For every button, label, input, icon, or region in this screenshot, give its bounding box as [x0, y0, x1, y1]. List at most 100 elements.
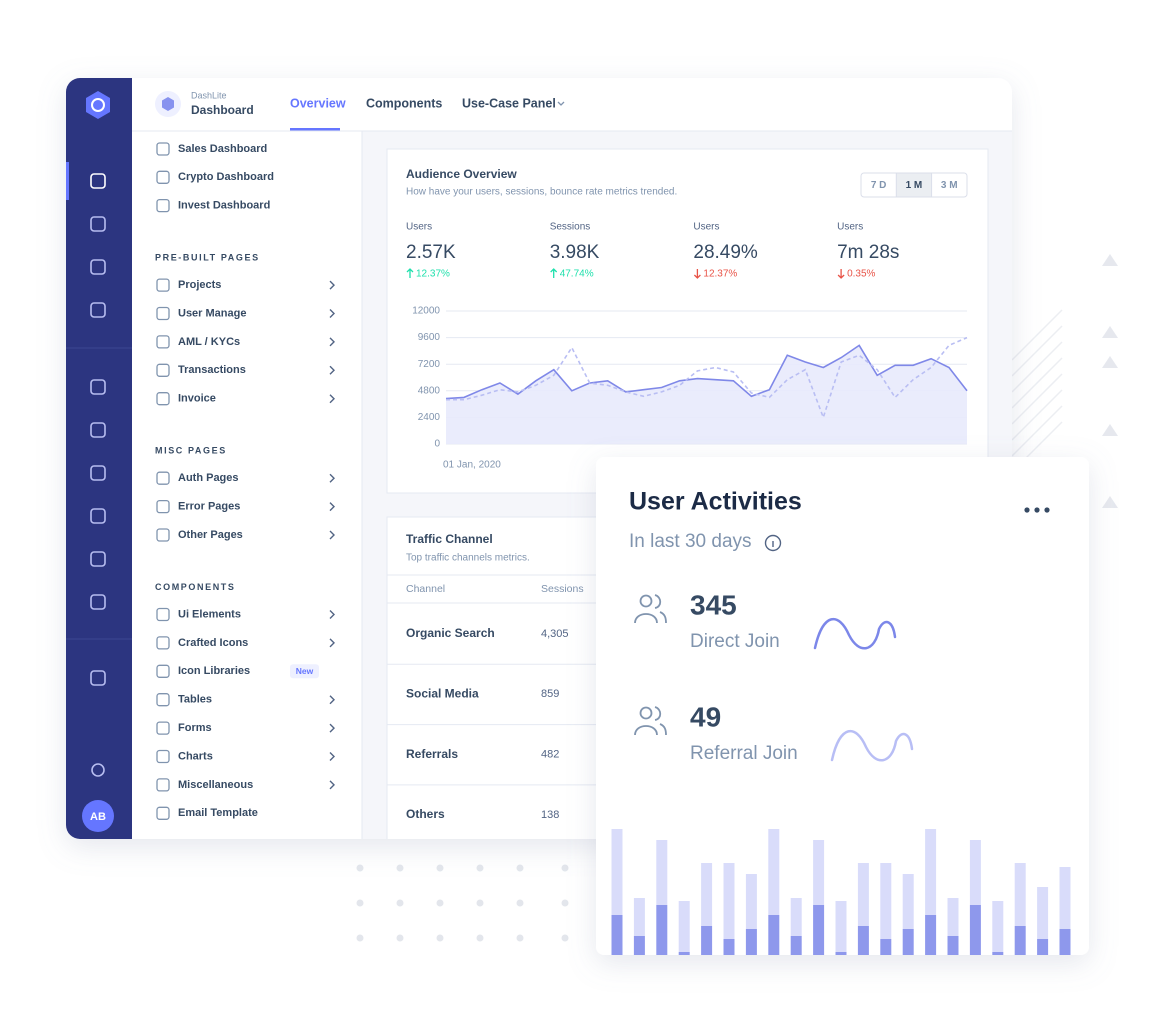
bar-segment — [723, 863, 735, 939]
nav-icon[interactable] — [90, 422, 106, 438]
bar-segment — [1037, 887, 1049, 939]
bar-segment — [1037, 939, 1049, 955]
bar-segment — [835, 952, 847, 955]
menu-item[interactable]: User Manage — [178, 307, 246, 319]
more-dot[interactable] — [1034, 507, 1040, 513]
nav-icon[interactable] — [90, 508, 106, 524]
dot — [436, 934, 444, 942]
menu-item[interactable]: Crafted Icons — [178, 637, 248, 649]
nav-icon[interactable] — [90, 259, 106, 275]
more-dot[interactable] — [1044, 507, 1050, 513]
menu-item[interactable]: Other Pages — [178, 529, 243, 541]
nav-icon[interactable] — [90, 173, 106, 189]
nav-icon[interactable] — [90, 551, 106, 567]
info-icon — [764, 534, 782, 552]
brand-title: Dashboard — [191, 103, 254, 117]
ua-subtitle: In last 30 days — [629, 531, 752, 552]
menu-icon — [156, 528, 170, 542]
logo-inner — [91, 98, 105, 112]
menu-chevron — [329, 394, 335, 404]
menu-icon — [156, 306, 170, 321]
dot — [476, 864, 484, 872]
menu-item[interactable]: Auth Pages — [178, 472, 239, 484]
menu-icon — [156, 499, 170, 514]
bar-segment — [745, 929, 757, 955]
menu-item[interactable]: Icon Libraries — [178, 665, 250, 677]
active-indicator — [66, 162, 69, 200]
menu-chevron — [329, 695, 335, 705]
menu-item[interactable]: Miscellaneous — [178, 779, 253, 791]
table-header: Channel — [406, 583, 445, 595]
bar-segment — [633, 936, 645, 955]
y-tick-label: 12000 — [412, 306, 440, 317]
menu-chevron — [329, 365, 335, 375]
menu-chevron — [329, 723, 335, 733]
range-button[interactable]: 1 M — [906, 180, 923, 191]
nav-icon[interactable] — [90, 465, 106, 481]
menu-icon — [156, 471, 170, 485]
settings-icon[interactable] — [91, 763, 105, 777]
nav-icon[interactable] — [90, 594, 106, 610]
menu-item[interactable]: Charts — [178, 750, 213, 762]
range-active — [895, 172, 933, 198]
bar-segment — [633, 898, 645, 936]
menu-item[interactable]: Sales Dashboard — [178, 143, 267, 155]
menu-item[interactable]: Projects — [178, 279, 221, 291]
nav-tab[interactable]: Use-Case Panel — [462, 96, 556, 110]
menu-chevron — [329, 473, 335, 483]
logo — [86, 91, 110, 119]
menu-icon — [156, 607, 170, 622]
menu-icon — [156, 278, 170, 292]
triangle — [1102, 496, 1118, 508]
nav-icon[interactable] — [90, 216, 106, 232]
nav-icon[interactable] — [90, 302, 106, 318]
bar-segment — [1059, 867, 1071, 929]
dot — [436, 899, 444, 907]
x-tick-label: 01 Jan, 2020 — [443, 460, 501, 471]
menu-item[interactable]: Email Template — [178, 807, 258, 819]
menu-item[interactable]: Tables — [178, 694, 212, 706]
range-button[interactable]: 7 D — [871, 180, 887, 191]
sparkline — [830, 729, 914, 762]
stripe — [1011, 325, 1063, 377]
decoration — [356, 254, 1118, 942]
menu-item[interactable]: Error Pages — [178, 501, 240, 513]
users-icon-body — [634, 594, 667, 624]
menu-icon — [156, 170, 170, 184]
menu-item[interactable]: Forms — [178, 722, 212, 734]
nav-icon[interactable] — [90, 379, 106, 395]
menu-chevron — [329, 638, 335, 648]
sparkline — [813, 617, 897, 650]
bar-chart — [611, 829, 1071, 955]
dot — [396, 934, 404, 942]
menu-chevron — [329, 610, 335, 619]
menu-item[interactable]: Invest Dashboard — [178, 200, 270, 212]
menu-item[interactable]: Ui Elements — [178, 608, 241, 620]
users-icon-body — [634, 706, 667, 736]
range-button[interactable]: 3 M — [941, 180, 958, 191]
menu-item[interactable]: AML / KYCs — [178, 336, 240, 348]
bar-segment — [723, 939, 735, 955]
nav-icon[interactable] — [90, 670, 106, 686]
menu-icon — [156, 392, 170, 406]
ua-value: 345 — [690, 589, 737, 620]
nav-tab[interactable]: Components — [366, 96, 442, 110]
channel-sessions: 859 — [541, 688, 559, 700]
nav-tab[interactable]: Overview — [290, 96, 346, 110]
tab-underline — [290, 128, 340, 131]
more-dot[interactable] — [1024, 507, 1030, 513]
stripe — [1011, 341, 1063, 393]
channel-sessions: 482 — [541, 749, 559, 761]
stat-label: Sessions — [550, 222, 591, 233]
menu-icon — [156, 749, 170, 764]
avatar[interactable] — [82, 800, 114, 832]
stat-value: 28.49% — [693, 242, 758, 263]
menu-item[interactable]: Crypto Dashboard — [178, 171, 274, 183]
stripe — [1011, 389, 1063, 441]
menu-item[interactable]: Transactions — [178, 364, 246, 376]
menu-chevron — [329, 280, 335, 290]
card-title: Audience Overview — [406, 167, 517, 181]
nav-chevron — [557, 101, 565, 106]
menu-item[interactable]: Invoice — [178, 393, 216, 405]
dot — [516, 864, 524, 872]
